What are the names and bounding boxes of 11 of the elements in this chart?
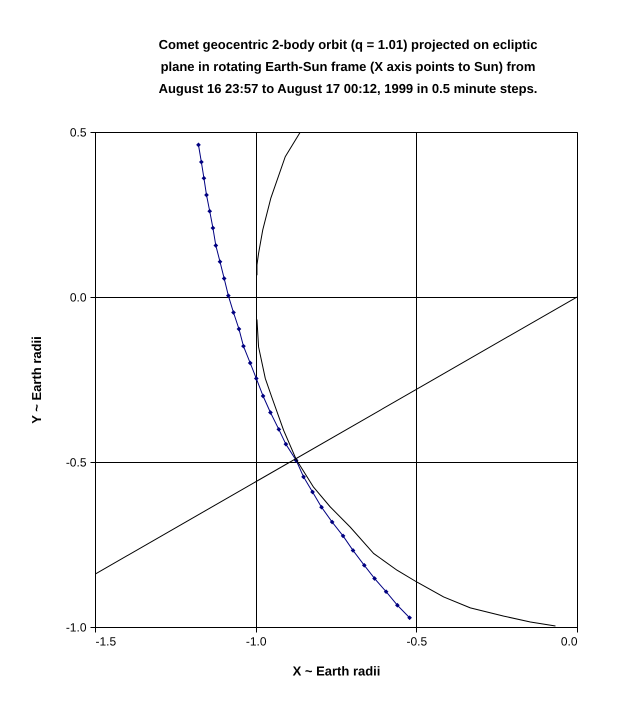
y-axis-title: Y ~ Earth radii <box>28 336 44 424</box>
y-tick-label: -1.0 <box>66 620 87 634</box>
y-tick-label: -0.5 <box>66 456 87 470</box>
x-tick-label: -1.5 <box>96 634 117 648</box>
x-tick-label: 0.0 <box>560 634 578 648</box>
chart-title: Comet geocentric 2-body orbit (q = 1.01) projected on ecliptic plane in rotating Earth-Sun frame (X axis points to Sun) from August 16 23:57 to August 17 00:12, 1999 in 0.5 minute steps. <box>158 37 538 96</box>
x-tick-label: -1.0 <box>246 634 267 648</box>
x-tick-label: -0.5 <box>406 634 428 648</box>
y-tick-label: 0.0 <box>70 290 87 304</box>
y-tick-label: 0.5 <box>70 126 87 140</box>
x-axis-title: X ~ Earth radii <box>292 664 380 678</box>
